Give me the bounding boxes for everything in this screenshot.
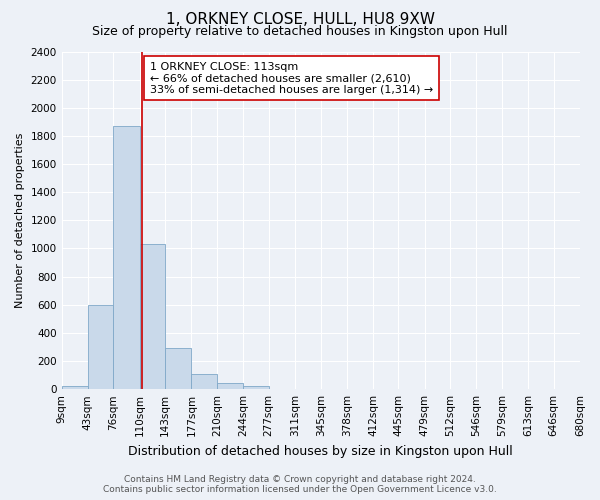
Text: Contains HM Land Registry data © Crown copyright and database right 2024.
Contai: Contains HM Land Registry data © Crown c…	[103, 474, 497, 494]
Text: 1 ORKNEY CLOSE: 113sqm
← 66% of detached houses are smaller (2,610)
33% of semi-: 1 ORKNEY CLOSE: 113sqm ← 66% of detached…	[150, 62, 433, 95]
Text: 1, ORKNEY CLOSE, HULL, HU8 9XW: 1, ORKNEY CLOSE, HULL, HU8 9XW	[166, 12, 434, 28]
Text: Size of property relative to detached houses in Kingston upon Hull: Size of property relative to detached ho…	[92, 24, 508, 38]
X-axis label: Distribution of detached houses by size in Kingston upon Hull: Distribution of detached houses by size …	[128, 444, 513, 458]
Bar	[140, 244, 165, 389]
Bar	[88, 305, 113, 389]
Bar	[113, 126, 140, 389]
Bar	[217, 383, 243, 389]
Bar	[191, 374, 217, 389]
Bar	[165, 348, 191, 389]
Bar	[62, 386, 88, 389]
Y-axis label: Number of detached properties: Number of detached properties	[15, 132, 25, 308]
Bar	[243, 386, 269, 389]
